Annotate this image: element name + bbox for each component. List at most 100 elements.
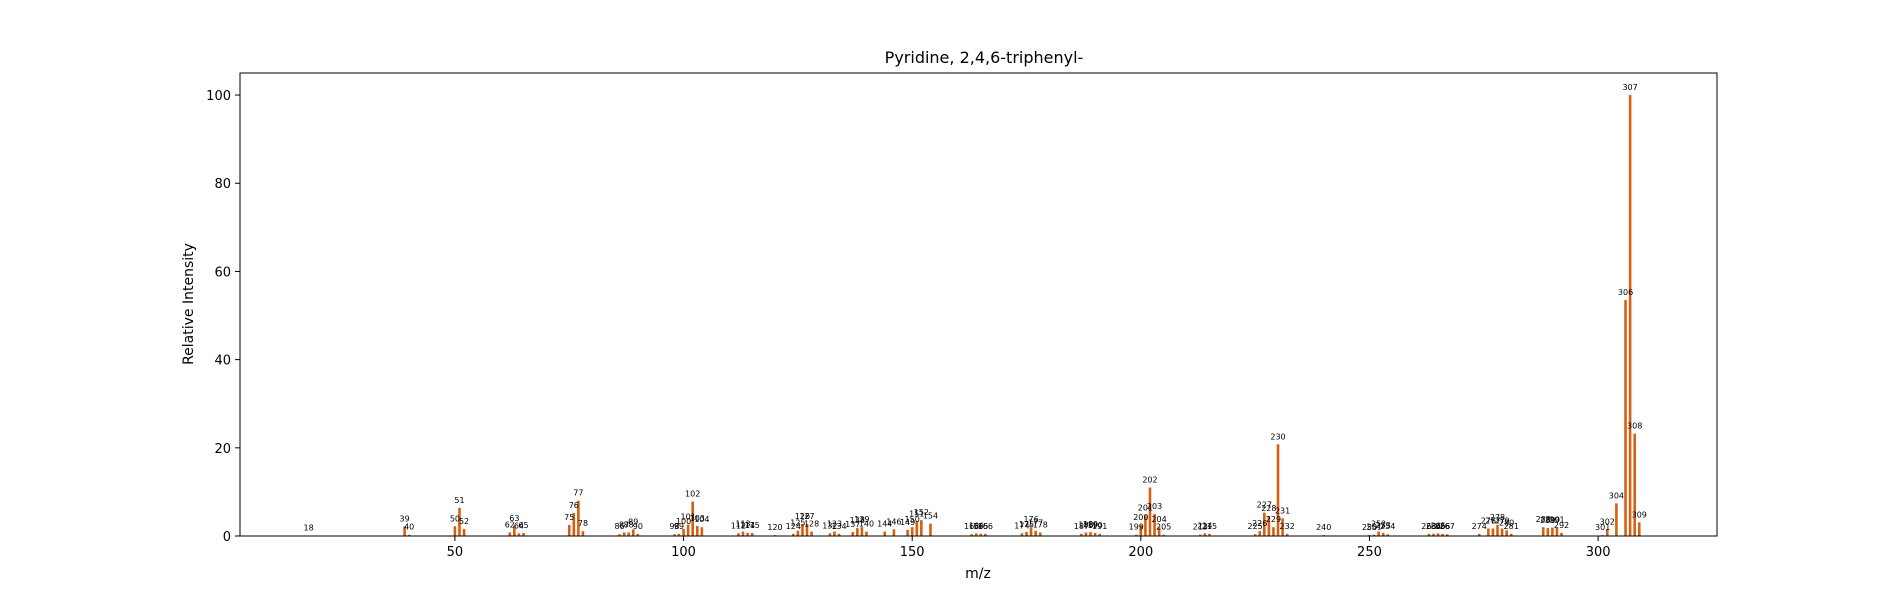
peak-bar [906,529,909,536]
peak-bar [1505,530,1508,536]
peak-label: 51 [454,496,464,505]
peak-bar [892,529,896,536]
peak-bar [677,533,681,536]
x-tick-label: 50 [447,545,464,560]
peak-label: 40 [404,523,414,532]
peak-label: 292 [1554,521,1569,530]
peak-label: 103 [690,514,705,523]
peak-bar [618,534,621,536]
peak-bar [805,524,809,536]
peak-label: 77 [573,489,583,498]
peak-label: 213 [1193,523,1208,532]
peak-label: 62 [505,520,515,529]
peak-label: 151 [909,509,924,518]
peak-label: 214 [1197,521,1212,530]
peak-label: 88 [624,520,634,529]
x-tick-label: 250 [1357,545,1382,560]
peak-label: 288 [1536,515,1551,524]
peak-label: 277 [1485,517,1500,526]
peak-bar [1208,533,1211,536]
x-tick-label: 300 [1586,545,1611,560]
peak-bar [700,527,704,536]
peak-bar [572,513,576,536]
peak-bar [1615,503,1618,536]
peak-label: 78 [578,519,588,528]
peak-label: 139 [854,515,869,524]
peak-label: 276 [1481,517,1496,526]
peak-bar [581,531,585,536]
peak-label: 114 [740,521,755,530]
peak-bar [1272,527,1275,536]
peak-bar [522,532,525,536]
peak-label: 150 [905,515,920,524]
peak-label: 134 [831,522,846,531]
peak-bar [453,526,457,536]
peak-bar [860,527,864,536]
peak-label: 230 [1270,432,1285,441]
peak-label: 202 [1142,476,1157,485]
y-tick-label: 0 [223,530,231,545]
peak-bar [970,534,973,536]
peak-label: 127 [799,512,814,521]
peak-bar [1267,516,1271,536]
peak-label: 133 [827,520,842,529]
y-tick-label: 80 [214,177,231,192]
peak-bar [513,525,516,536]
peak-label: 215 [1202,522,1217,531]
peak-bar [1153,513,1156,536]
peak-label: 231 [1275,506,1290,515]
peak-label: 115 [745,521,760,530]
peak-bar [682,528,685,536]
peak-label: 225 [1248,522,1263,531]
peak-label: 89 [628,517,638,526]
peak-label: 232 [1280,522,1295,531]
peak-label: 18 [303,524,313,533]
peak-label: 250 [1362,523,1377,532]
peak-label: 128 [804,520,819,529]
peak-label: 274 [1472,522,1487,531]
peak-bar [686,524,690,536]
peak-label: 307 [1622,83,1637,92]
peak-bar [622,532,626,536]
peak-bar [1281,518,1284,536]
peak-label: 204 [1151,515,1166,524]
peak-bar [883,531,887,536]
peak-label: 137 [845,520,860,529]
y-tick-label: 40 [214,354,231,369]
peak-label: 75 [564,513,574,522]
peak-bar [915,521,919,536]
peak-bar [837,533,841,536]
peak-bar [920,520,923,536]
peak-label: 132 [822,521,837,530]
peak-label: 86 [614,522,624,531]
peak-bar [810,531,813,536]
peak-label: 102 [685,490,700,499]
peak-bar [828,533,832,536]
peak-bar [833,531,836,536]
peak-bar [851,532,855,536]
peak-bar [1258,531,1262,536]
x-axis-label: m/z [965,566,991,582]
peak-bar [1377,531,1380,536]
peak-label: 52 [459,517,469,526]
peak-bar [462,528,466,536]
peak-bar [1637,522,1641,536]
peak-bar [1477,533,1481,536]
x-axis-ticks: 50 100 150 200 250 300 [447,536,1611,560]
peak-bar [1496,524,1499,536]
peak-label: 174 [1014,521,1029,530]
peak-label: 113 [735,520,750,529]
peak-bar [1093,532,1097,536]
peak-label: 267 [1440,522,1455,531]
peak-label: 112 [731,521,746,530]
peak-bar [1029,527,1033,536]
peak-label: 99 [674,522,684,531]
peak-label: 124 [786,522,801,531]
peak-bar [1162,534,1165,536]
peak-label: 240 [1316,523,1331,532]
peak-label: 191 [1092,522,1107,531]
peak-bar [1633,433,1636,536]
peak-bar [1020,533,1024,536]
peak-bar [691,501,694,536]
